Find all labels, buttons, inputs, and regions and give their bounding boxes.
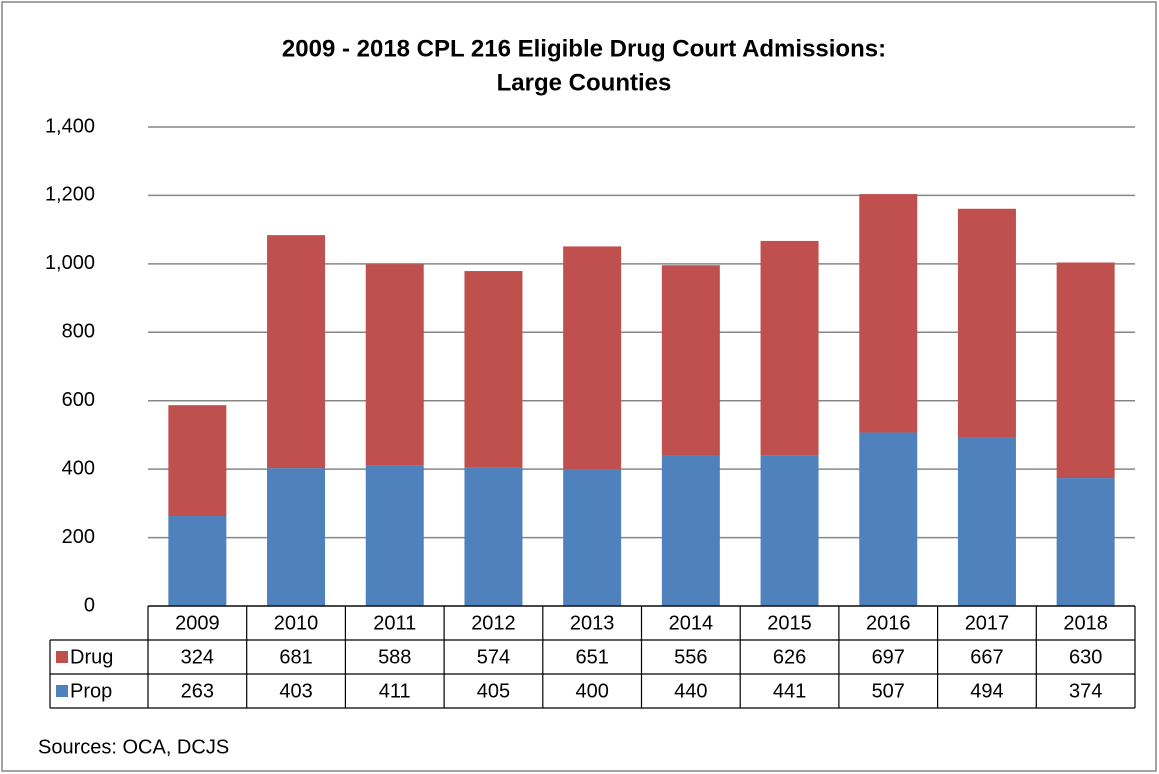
y-tick-label: 1,200: [45, 184, 95, 206]
bar: [267, 468, 326, 606]
bar: [859, 432, 918, 606]
y-tick-label: 400: [62, 457, 95, 479]
table-value: 588: [378, 646, 411, 668]
table-value: 697: [872, 646, 905, 668]
source-note: Sources: OCA, DCJS: [38, 736, 229, 758]
bar: [365, 465, 424, 606]
x-tick-label: 2014: [669, 612, 714, 634]
bar: [464, 467, 523, 606]
y-tick-label: 600: [62, 389, 95, 411]
bar: [1056, 478, 1115, 606]
table-value: 556: [674, 646, 707, 668]
legend-swatch: [56, 651, 68, 663]
x-tick-label: 2015: [767, 612, 812, 634]
bar: [563, 246, 622, 470]
y-tick-label: 1,000: [45, 252, 95, 274]
bar: [661, 455, 720, 606]
table-value: 324: [181, 646, 214, 668]
bar: [563, 469, 622, 606]
y-tick-label: 800: [62, 321, 95, 343]
table-value: 667: [970, 646, 1003, 668]
table-value: 411: [379, 680, 411, 702]
legend-label: Prop: [70, 680, 112, 702]
bar: [760, 240, 819, 456]
chart-title: 2009 - 2018 CPL 216 Eligible Drug Court …: [282, 35, 886, 62]
y-tick-label: 1,400: [45, 115, 95, 137]
table-value: 630: [1069, 646, 1102, 668]
table-value: 626: [773, 646, 806, 668]
table-value: 507: [872, 680, 905, 702]
table-value: 574: [477, 646, 510, 668]
y-tick-label: 0: [84, 594, 95, 616]
legend-swatch: [56, 685, 68, 697]
table-value: 263: [181, 680, 214, 702]
bar: [957, 436, 1016, 606]
bar: [760, 455, 819, 606]
legend-label: Drug: [70, 646, 113, 668]
chart-title: Large Counties: [497, 69, 672, 96]
bar: [168, 405, 227, 517]
table-value: 494: [970, 680, 1003, 702]
x-tick-label: 2016: [866, 612, 911, 634]
x-tick-label: 2012: [471, 612, 516, 634]
table-value: 374: [1069, 680, 1102, 702]
table-value: 400: [575, 680, 608, 702]
bar: [957, 208, 1016, 437]
table-value: 403: [279, 680, 312, 702]
bar: [168, 516, 227, 606]
x-tick-label: 2013: [570, 612, 615, 634]
bar: [661, 265, 720, 456]
bar: [365, 264, 424, 466]
table-value: 405: [477, 680, 510, 702]
x-tick-label: 2018: [1063, 612, 1108, 634]
bar: [267, 235, 326, 469]
bar: [1056, 262, 1115, 479]
x-tick-label: 2011: [373, 612, 416, 634]
x-tick-label: 2010: [274, 612, 319, 634]
table-value: 651: [575, 646, 608, 668]
bar: [464, 271, 523, 468]
table-value: 440: [674, 680, 707, 702]
y-tick-label: 200: [62, 526, 95, 548]
x-tick-label: 2017: [965, 612, 1010, 634]
table-value: 441: [773, 680, 806, 702]
x-tick-label: 2009: [175, 612, 220, 634]
bar: [859, 194, 918, 433]
table-value: 681: [279, 646, 312, 668]
